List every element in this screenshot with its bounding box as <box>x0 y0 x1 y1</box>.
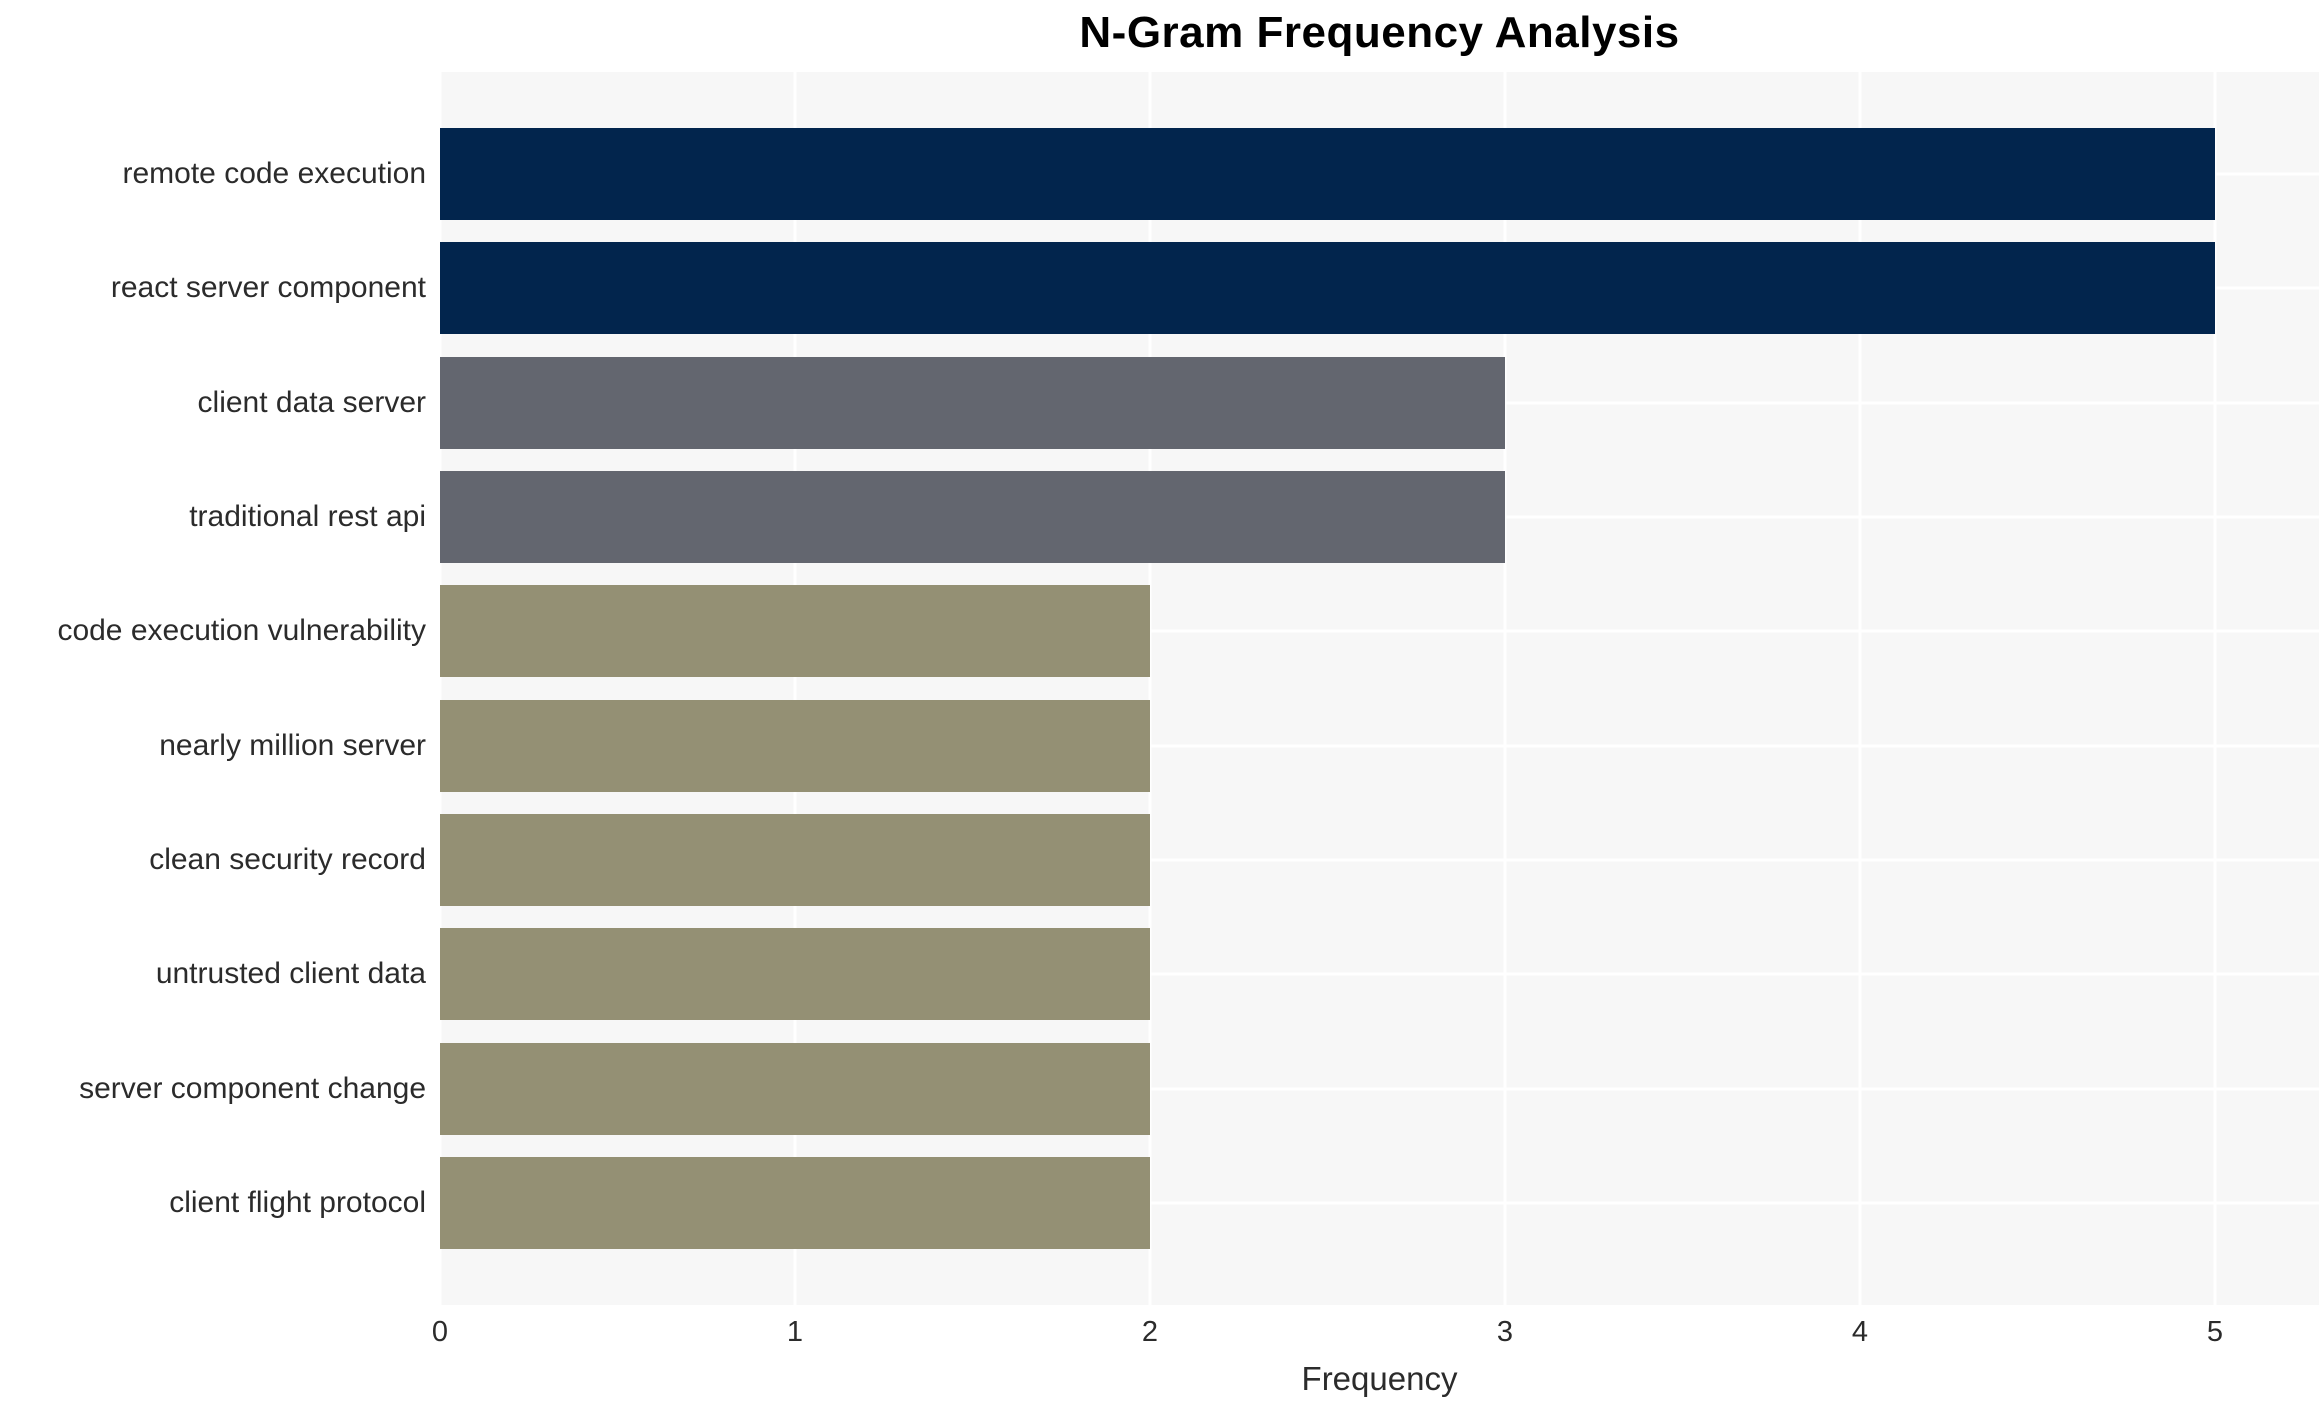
gridline-y-8 <box>440 972 2319 976</box>
x-tick-5: 5 <box>2206 1316 2224 1348</box>
bar-client-data-server <box>440 356 1505 449</box>
bar-client-flight-protocol <box>440 1156 1150 1249</box>
gridline-y-7 <box>440 858 2319 862</box>
gridline-y-9 <box>440 1087 2319 1091</box>
y-label-client-flight-protocol: client flight protocol <box>169 1185 426 1219</box>
bar-remote-code-execution <box>440 128 2215 220</box>
y-label-code-execution-vulnerability: code execution vulnerability <box>57 614 426 648</box>
plot-area <box>438 72 2319 1305</box>
gridline-x-5 <box>2213 72 2217 1305</box>
bar-clean-security-record <box>440 813 1150 906</box>
y-label-nearly-million-server: nearly million server <box>159 728 426 762</box>
gridline-x-2 <box>1148 72 1152 1305</box>
x-tick-4: 4 <box>1851 1316 1869 1348</box>
x-axis-title: Frequency <box>1301 1360 1458 1397</box>
bar-traditional-rest-api <box>440 470 1505 563</box>
gridline-x-4 <box>1858 72 1862 1305</box>
x-tick-0: 0 <box>431 1316 449 1348</box>
y-label-clean-security-record: clean security record <box>149 842 426 876</box>
bar-react-server-component <box>440 242 2215 335</box>
bar-code-execution-vulnerability <box>440 585 1150 678</box>
bar-nearly-million-server <box>440 699 1150 792</box>
y-label-server-component-change: server component change <box>79 1071 426 1105</box>
x-tick-3: 3 <box>1496 1316 1514 1348</box>
x-tick-1: 1 <box>786 1316 804 1348</box>
gridline-y-5 <box>440 629 2319 633</box>
y-label-client-data-server: client data server <box>197 385 426 419</box>
x-tick-2: 2 <box>1141 1316 1159 1348</box>
bar-server-component-change <box>440 1042 1150 1135</box>
gridline-y-6 <box>440 744 2319 748</box>
gridline-x-0 <box>438 72 442 1305</box>
gridline-y-10 <box>440 1201 2319 1205</box>
y-label-untrusted-client-data: untrusted client data <box>155 957 426 991</box>
chart-title: N-Gram Frequency Analysis <box>1079 8 1680 57</box>
bar-untrusted-client-data <box>440 928 1150 1021</box>
y-label-remote-code-execution: remote code execution <box>122 157 426 190</box>
y-label-traditional-rest-api: traditional rest api <box>189 499 426 533</box>
y-label-react-server-component: react server component <box>110 271 426 305</box>
gridline-x-1 <box>793 72 797 1305</box>
gridline-x-3 <box>1503 72 1507 1305</box>
